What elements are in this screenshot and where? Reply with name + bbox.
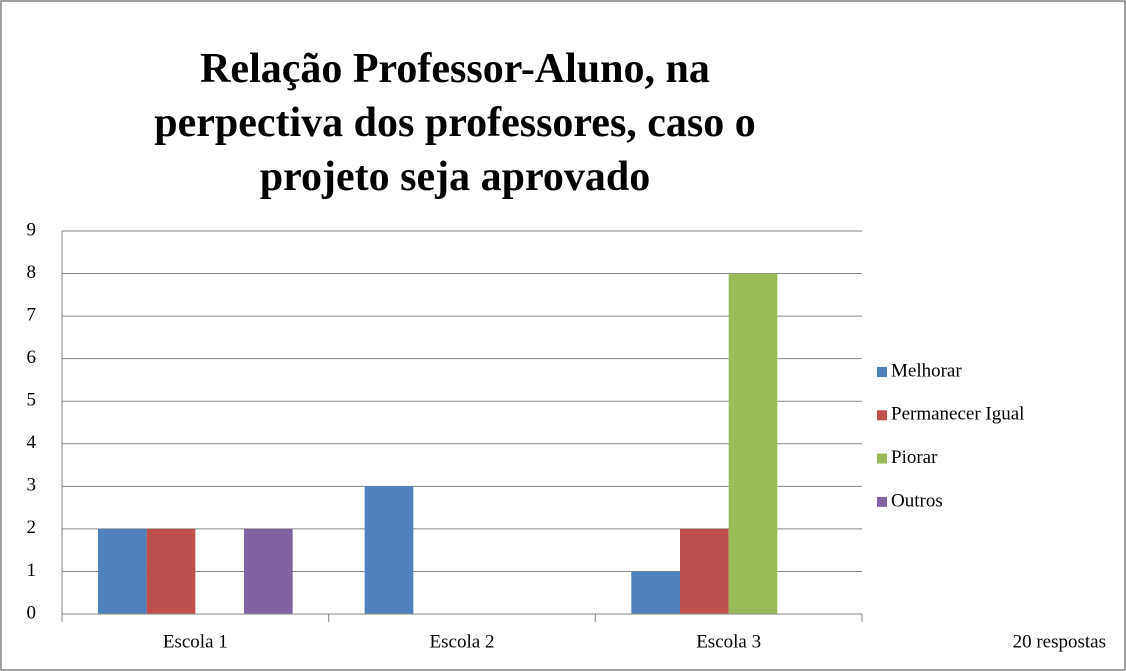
bar xyxy=(244,528,293,614)
y-tick-label: 7 xyxy=(27,304,37,325)
legend-label: Permanecer Igual xyxy=(891,404,1024,425)
y-tick-label: 4 xyxy=(27,432,37,453)
y-tick-label: 1 xyxy=(27,560,37,581)
y-tick-label: 5 xyxy=(27,390,37,411)
legend-swatch xyxy=(877,410,887,421)
legend-label: Melhorar xyxy=(891,360,962,381)
y-tick-label: 0 xyxy=(27,602,37,623)
bar xyxy=(364,486,414,614)
bar xyxy=(680,528,729,614)
x-tick-label: Escola 2 xyxy=(430,631,495,652)
y-tick-label: 3 xyxy=(27,475,37,496)
legend-label: Piorar xyxy=(891,447,938,468)
x-tick-label: Escola 3 xyxy=(696,631,761,652)
y-tick-label: 2 xyxy=(27,517,37,538)
x-tick-label: Escola 1 xyxy=(163,631,228,652)
annotation: 20 respostas xyxy=(1013,631,1106,652)
y-tick-label: 6 xyxy=(27,347,37,368)
bar xyxy=(146,528,196,614)
legend-label: Outros xyxy=(891,490,943,511)
bar xyxy=(98,528,147,614)
bar xyxy=(728,273,778,614)
legend-swatch xyxy=(877,453,887,464)
chart-title: Relação Professor-Aluno, na perpectiva d… xyxy=(154,46,756,200)
y-tick-label: 8 xyxy=(27,262,37,283)
legend-swatch xyxy=(877,367,887,377)
legend-swatch xyxy=(877,496,887,507)
y-tick-label: 9 xyxy=(27,219,37,240)
bar xyxy=(631,571,680,614)
